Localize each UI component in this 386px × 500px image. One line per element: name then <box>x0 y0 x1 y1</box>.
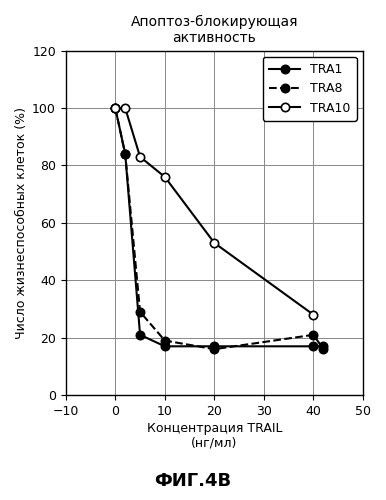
TRA1 <box>163 344 167 349</box>
TRA1 <box>321 344 326 349</box>
TRA8 <box>163 338 167 344</box>
TRA8 <box>311 332 316 338</box>
TRA10 <box>138 154 142 160</box>
Line: TRA8: TRA8 <box>111 104 328 354</box>
TRA8 <box>321 346 326 352</box>
TRA1 <box>113 105 118 111</box>
Line: TRA10: TRA10 <box>111 104 318 319</box>
TRA1 <box>212 344 217 349</box>
Line: TRA1: TRA1 <box>111 104 328 350</box>
Legend: TRA1, TRA8, TRA10: TRA1, TRA8, TRA10 <box>262 57 357 121</box>
Title: Апоптоз-блокирующая
активность: Апоптоз-блокирующая активность <box>130 15 298 46</box>
TRA10 <box>123 105 127 111</box>
TRA1 <box>138 332 142 338</box>
TRA10 <box>113 105 118 111</box>
TRA8 <box>123 151 127 157</box>
TRA1 <box>123 151 127 157</box>
TRA8 <box>212 346 217 352</box>
TRA10 <box>163 174 167 180</box>
TRA10 <box>311 312 316 318</box>
TRA8 <box>138 309 142 315</box>
X-axis label: Концентрация TRAIL
(нг/мл): Концентрация TRAIL (нг/мл) <box>147 422 282 450</box>
Text: ФИГ.4В: ФИГ.4В <box>154 472 232 490</box>
Y-axis label: Число жизнеспособных клеток (%): Число жизнеспособных клеток (%) <box>15 107 28 339</box>
TRA1 <box>311 344 316 349</box>
TRA10 <box>212 240 217 246</box>
TRA8 <box>113 105 118 111</box>
